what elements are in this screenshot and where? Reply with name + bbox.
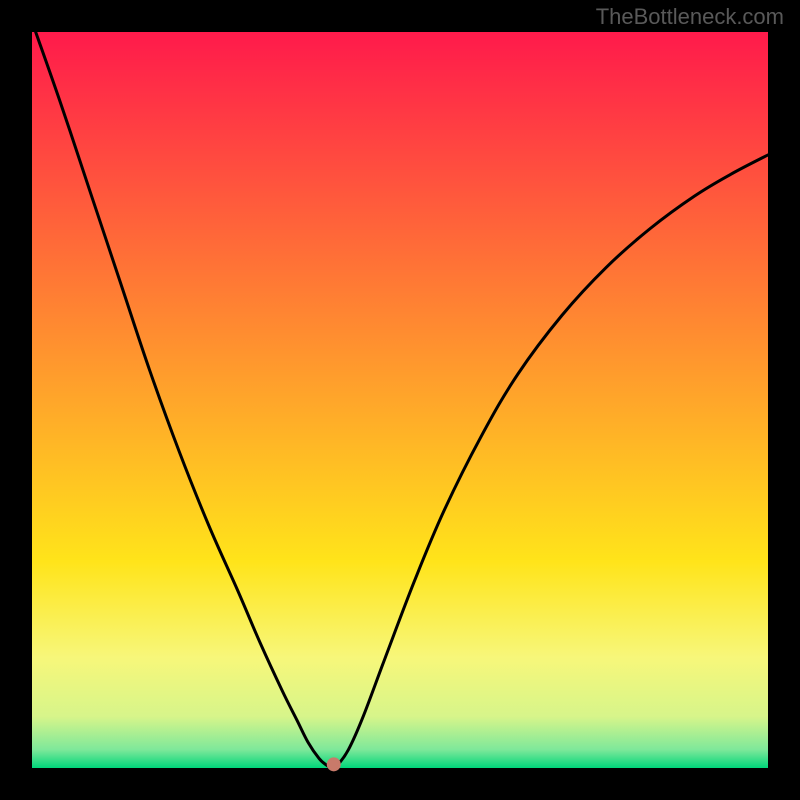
min-marker: [327, 757, 341, 771]
plot-area: [32, 32, 768, 768]
bottleneck-curve: [36, 32, 768, 768]
curve-svg: [32, 32, 768, 768]
chart-frame: TheBottleneck.com: [0, 0, 800, 800]
watermark-text: TheBottleneck.com: [596, 4, 784, 30]
